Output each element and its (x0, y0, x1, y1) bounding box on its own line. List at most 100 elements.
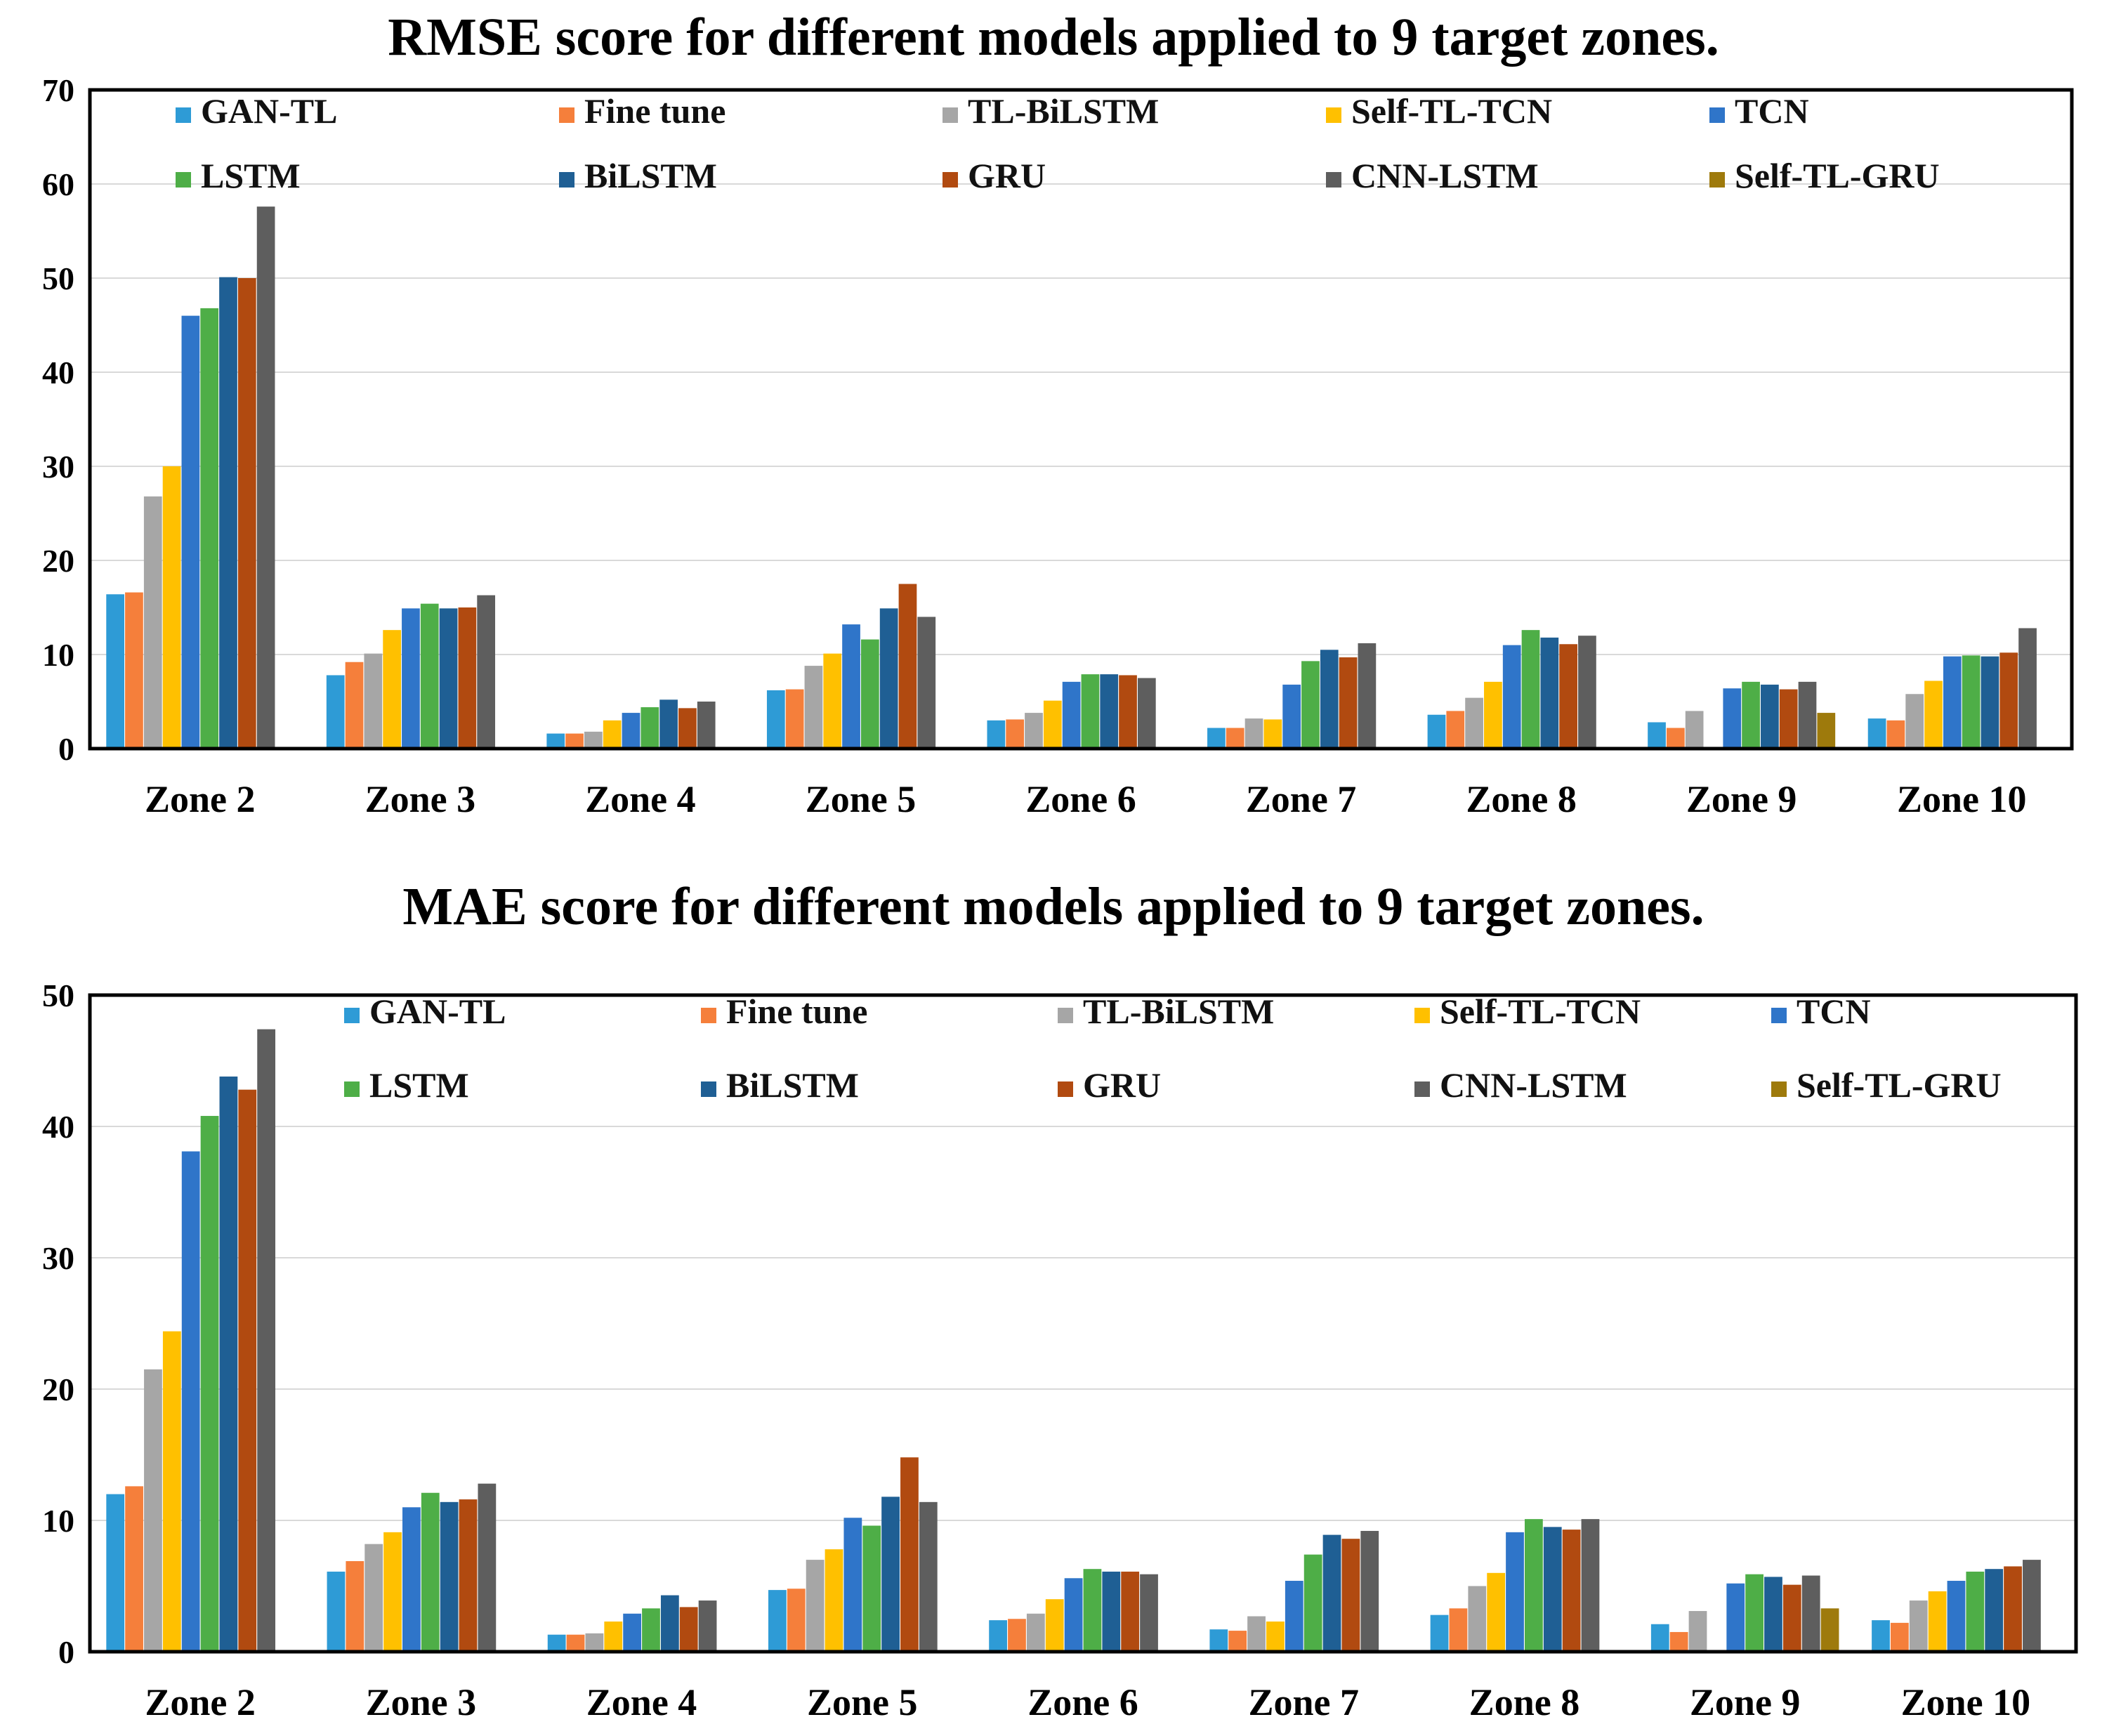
chart-2: MAE score for different models applied t… (42, 877, 2078, 1723)
y-tick-label: 30 (42, 449, 74, 485)
bar-tcn-zone-9 (1723, 688, 1742, 749)
legend-label: LSTM (369, 1065, 469, 1105)
bar-lstm-zone-9 (1742, 681, 1760, 749)
bar-gan-tl-zone-4 (547, 1634, 566, 1652)
bar-tl-bilstm-zone-7 (1247, 1616, 1266, 1652)
bar-self-tl-tcn-zone-6 (1043, 700, 1062, 749)
bar-gan-tl-zone-10 (1867, 718, 1886, 749)
chart-1: RMSE score for different models applied … (42, 8, 2074, 820)
bar-gru-zone-3 (458, 607, 477, 749)
x-tick-label: Zone 7 (1248, 1681, 1359, 1723)
y-tick-label: 10 (42, 637, 74, 673)
bar-gan-tl-zone-8 (1427, 714, 1446, 749)
legend-label: Self-TL-TCN (1351, 91, 1552, 131)
bar-self-tl-tcn-zone-4 (603, 720, 622, 749)
bar-gru-zone-7 (1341, 1539, 1360, 1652)
bar-cnn-lstm-zone-3 (478, 1483, 497, 1652)
bar-self-tl-tcn-zone-7 (1263, 719, 1282, 749)
plot-frame (88, 993, 2078, 1654)
bar-tl-bilstm-zone-2 (144, 1369, 162, 1652)
legend-label: CNN-LSTM (1351, 156, 1539, 195)
bar-gru-zone-10 (1999, 652, 2018, 749)
legend: GAN-TL Fine tune TL-BiLSTM Self-TL-TCN TCN LS… (176, 91, 1940, 195)
bar-tl-bilstm-zone-6 (1025, 713, 1043, 749)
legend-swatch (559, 172, 574, 188)
bar-cnn-lstm-zone-4 (698, 1600, 717, 1652)
bar-gan-tl-zone-3 (326, 675, 345, 749)
bar-bilstm-zone-10 (1985, 1569, 2004, 1652)
x-tick-label: Zone 3 (365, 778, 476, 820)
bar-tcn-zone-3 (402, 608, 420, 749)
bar-self-tl-tcn-zone-8 (1487, 1572, 1506, 1652)
legend-swatch (701, 1008, 716, 1023)
x-tick-label: Zone 8 (1466, 778, 1577, 820)
bar-tcn-zone-10 (1943, 656, 1962, 749)
y-tick-label: 40 (42, 355, 74, 390)
bar-self-tl-gru-zone-9 (1817, 713, 1836, 749)
chart-title: RMSE score for different models applied … (388, 8, 1719, 67)
bar-fine-tune-zone-6 (1008, 1619, 1026, 1652)
bar-gan-tl-zone-5 (766, 690, 785, 749)
legend-label: Fine tune (726, 992, 867, 1031)
x-tick-label: Zone 7 (1246, 778, 1357, 820)
legend-label: GRU (1083, 1065, 1161, 1105)
bar-cnn-lstm-zone-2 (256, 206, 275, 749)
legend-swatch (943, 172, 958, 188)
x-tick-label: Zone 9 (1690, 1681, 1801, 1723)
bar-tcn-zone-10 (1947, 1581, 1966, 1652)
bar-gru-zone-9 (1779, 689, 1798, 749)
bar-lstm-zone-2 (200, 308, 219, 749)
bar-gan-tl-zone-6 (987, 720, 1006, 749)
y-tick-label: 20 (42, 1372, 74, 1407)
y-tick-label: 50 (42, 978, 74, 1013)
bar-cnn-lstm-zone-8 (1581, 1519, 1600, 1652)
y-tick-label: 0 (58, 1634, 74, 1670)
bar-lstm-zone-10 (1966, 1571, 1985, 1652)
bar-gru-zone-5 (898, 584, 917, 749)
bar-gru-zone-5 (900, 1457, 919, 1652)
bar-tl-bilstm-zone-9 (1688, 1611, 1707, 1652)
legend-swatch (344, 1081, 360, 1097)
bar-tl-bilstm-zone-10 (1909, 1600, 1928, 1652)
bar-lstm-zone-5 (862, 1525, 881, 1652)
bar-lstm-zone-3 (420, 603, 439, 749)
bar-bilstm-zone-5 (879, 608, 898, 749)
bar-bilstm-zone-2 (219, 1076, 238, 1652)
bar-bilstm-zone-10 (1981, 656, 1999, 749)
legend-swatch (1414, 1081, 1430, 1097)
bar-self-tl-tcn-zone-8 (1484, 681, 1502, 749)
legend-label: BiLSTM (726, 1065, 859, 1105)
bar-cnn-lstm-zone-4 (697, 702, 716, 749)
bar-gru-zone-4 (679, 1607, 698, 1652)
bar-self-tl-tcn-zone-3 (383, 630, 401, 749)
bar-gan-tl-zone-9 (1648, 722, 1666, 749)
bar-tcn-zone-5 (843, 1518, 862, 1652)
bar-lstm-zone-5 (860, 639, 879, 749)
bar-lstm-zone-7 (1301, 661, 1320, 749)
bar-tl-bilstm-zone-4 (585, 1633, 604, 1652)
legend-swatch (1771, 1081, 1787, 1097)
bar-cnn-lstm-zone-7 (1358, 643, 1377, 749)
bar-gan-tl-zone-7 (1207, 728, 1226, 749)
legend-label: Self-TL-TCN (1440, 992, 1641, 1031)
bar-lstm-zone-10 (1962, 655, 1981, 749)
y-tick-label: 40 (42, 1109, 74, 1145)
bar-fine-tune-zone-8 (1449, 1608, 1468, 1652)
legend-swatch (176, 107, 191, 123)
bar-lstm-zone-7 (1303, 1554, 1322, 1652)
legend-label: TL-BiLSTM (968, 91, 1159, 131)
bar-fine-tune-zone-2 (125, 592, 143, 749)
bar-bilstm-zone-8 (1540, 637, 1559, 749)
bar-self-tl-tcn-zone-5 (823, 653, 842, 749)
bar-tcn-zone-4 (622, 713, 641, 749)
legend-swatch (176, 172, 191, 188)
bar-bilstm-zone-2 (219, 277, 237, 749)
bar-gan-tl-zone-9 (1650, 1624, 1669, 1652)
bar-bilstm-zone-8 (1543, 1527, 1562, 1652)
legend-label: CNN-LSTM (1440, 1065, 1627, 1105)
x-tick-label: Zone 9 (1686, 778, 1797, 820)
bar-tl-bilstm-zone-4 (584, 731, 603, 749)
legend-swatch (1058, 1081, 1073, 1097)
bar-bilstm-zone-7 (1322, 1534, 1341, 1652)
bar-bilstm-zone-9 (1761, 684, 1779, 749)
